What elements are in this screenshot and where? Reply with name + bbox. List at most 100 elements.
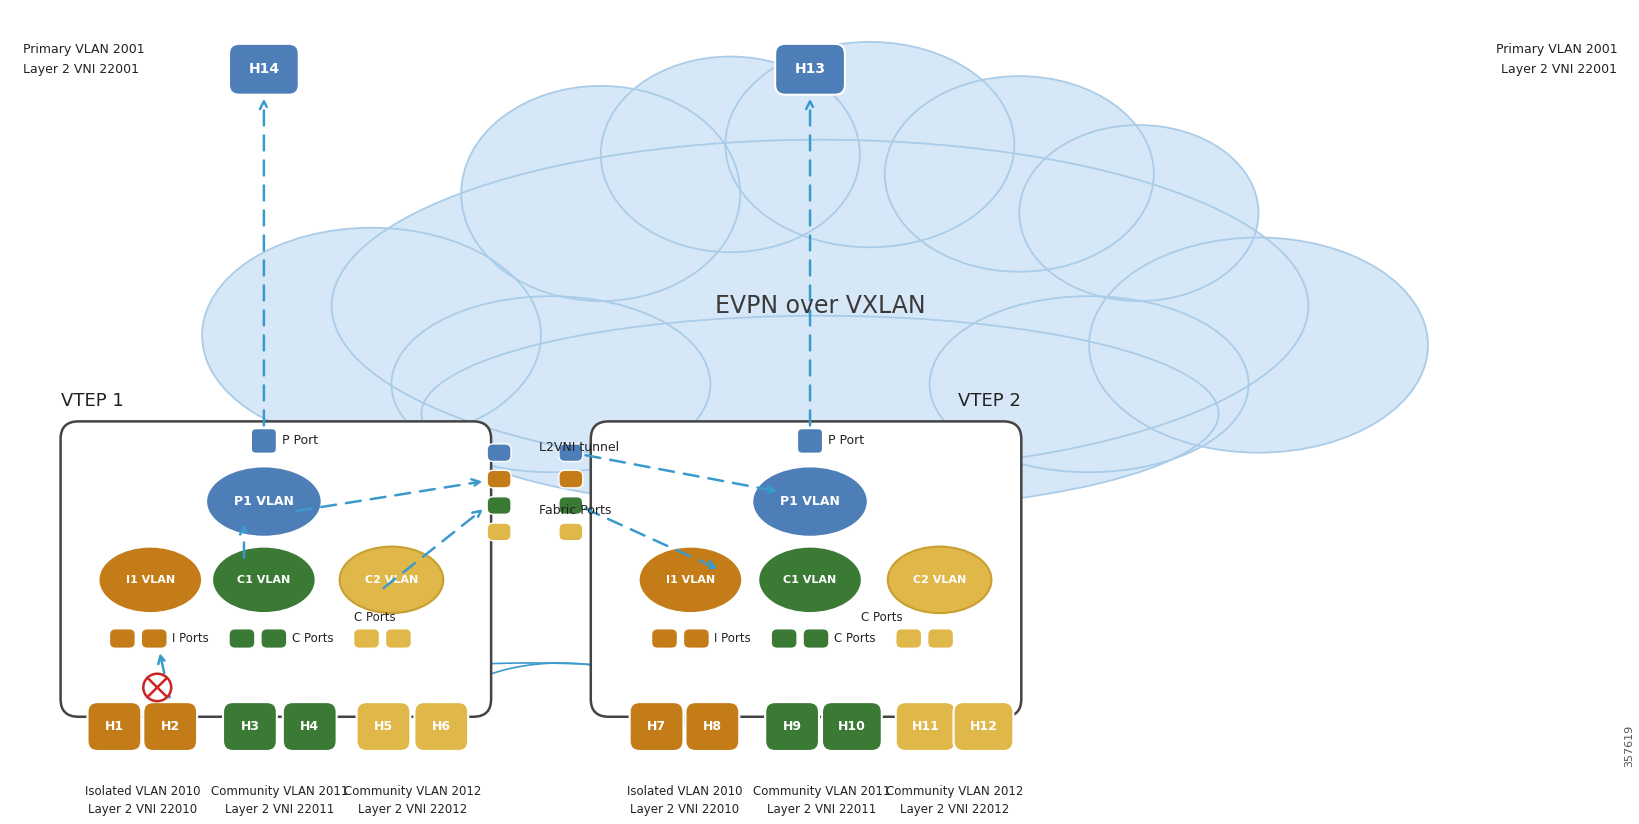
Text: Layer 2 VNI 22001: Layer 2 VNI 22001 [23,63,139,76]
Ellipse shape [1088,237,1428,452]
Text: Community VLAN 2012
Layer 2 VNI 22012: Community VLAN 2012 Layer 2 VNI 22012 [344,785,480,817]
Text: C1 VLAN: C1 VLAN [238,575,290,585]
Text: C Ports: C Ports [834,632,875,645]
Text: Community VLAN 2011
Layer 2 VNI 22011: Community VLAN 2011 Layer 2 VNI 22011 [211,785,349,817]
Ellipse shape [331,140,1308,472]
FancyBboxPatch shape [685,702,739,751]
FancyBboxPatch shape [356,702,410,751]
Text: EVPN over VXLAN: EVPN over VXLAN [715,294,924,318]
Text: H14: H14 [247,63,279,77]
Ellipse shape [98,546,202,613]
FancyBboxPatch shape [895,629,921,648]
FancyBboxPatch shape [559,523,582,541]
Text: P Port: P Port [282,434,318,447]
Text: H10: H10 [838,720,865,733]
Ellipse shape [724,42,1013,247]
FancyBboxPatch shape [141,629,167,648]
FancyBboxPatch shape [261,629,287,648]
FancyBboxPatch shape [61,421,490,717]
Text: H12: H12 [969,720,997,733]
Ellipse shape [887,546,992,613]
FancyBboxPatch shape [952,702,1013,751]
FancyBboxPatch shape [487,444,511,461]
Text: Isolated VLAN 2010
Layer 2 VNI 22010: Isolated VLAN 2010 Layer 2 VNI 22010 [85,785,200,817]
FancyBboxPatch shape [651,629,677,648]
FancyBboxPatch shape [251,428,277,454]
Text: Layer 2 VNI 22001: Layer 2 VNI 22001 [1500,63,1616,76]
Text: I Ports: I Ports [172,632,208,645]
Text: I1 VLAN: I1 VLAN [126,575,175,585]
Text: C Ports: C Ports [860,611,901,624]
FancyBboxPatch shape [821,702,882,751]
FancyBboxPatch shape [928,629,952,648]
Text: VTEP 1: VTEP 1 [61,391,123,410]
Text: H3: H3 [241,720,259,733]
Text: Isolated VLAN 2010
Layer 2 VNI 22010: Isolated VLAN 2010 Layer 2 VNI 22010 [626,785,742,817]
Text: C1 VLAN: C1 VLAN [783,575,836,585]
FancyBboxPatch shape [895,702,956,751]
FancyBboxPatch shape [559,471,582,488]
Text: C2 VLAN: C2 VLAN [364,575,418,585]
Text: Community VLAN 2011
Layer 2 VNI 22011: Community VLAN 2011 Layer 2 VNI 22011 [752,785,890,817]
Text: P Port: P Port [828,434,864,447]
Text: L2VNI tunnel: L2VNI tunnel [539,442,618,454]
FancyBboxPatch shape [354,629,379,648]
FancyBboxPatch shape [629,702,683,751]
Ellipse shape [929,296,1247,472]
Ellipse shape [339,546,443,613]
FancyBboxPatch shape [282,702,336,751]
Text: Primary VLAN 2001: Primary VLAN 2001 [1495,43,1616,56]
Text: Primary VLAN 2001: Primary VLAN 2001 [23,43,144,56]
FancyBboxPatch shape [415,702,467,751]
FancyBboxPatch shape [770,629,797,648]
Ellipse shape [392,296,710,472]
Text: H8: H8 [703,720,721,733]
Text: H5: H5 [374,720,393,733]
FancyBboxPatch shape [559,497,582,514]
FancyBboxPatch shape [797,428,823,454]
Ellipse shape [202,227,541,443]
Text: VTEP 2: VTEP 2 [957,391,1021,410]
Text: P1 VLAN: P1 VLAN [780,495,839,508]
FancyBboxPatch shape [385,629,411,648]
FancyBboxPatch shape [143,702,197,751]
FancyBboxPatch shape [229,44,298,95]
Ellipse shape [211,546,316,613]
FancyBboxPatch shape [229,629,254,648]
FancyBboxPatch shape [87,702,141,751]
Text: C2 VLAN: C2 VLAN [913,575,965,585]
FancyBboxPatch shape [487,471,511,488]
Text: Fabric Ports: Fabric Ports [539,504,611,517]
Ellipse shape [883,76,1154,272]
Text: P1 VLAN: P1 VLAN [234,495,293,508]
Text: H7: H7 [647,720,665,733]
FancyBboxPatch shape [487,523,511,541]
FancyBboxPatch shape [683,629,710,648]
FancyBboxPatch shape [487,497,511,514]
Text: I1 VLAN: I1 VLAN [665,575,715,585]
Text: 357619: 357619 [1623,725,1632,767]
Ellipse shape [1019,125,1257,301]
FancyBboxPatch shape [765,702,818,751]
Ellipse shape [600,57,859,252]
FancyBboxPatch shape [803,629,828,648]
Ellipse shape [207,466,321,536]
FancyBboxPatch shape [110,629,136,648]
Text: H6: H6 [431,720,451,733]
Text: H2: H2 [161,720,180,733]
Text: I Ports: I Ports [715,632,751,645]
Ellipse shape [752,466,867,536]
Text: H1: H1 [105,720,125,733]
Text: Community VLAN 2012
Layer 2 VNI 22012: Community VLAN 2012 Layer 2 VNI 22012 [885,785,1023,817]
FancyBboxPatch shape [559,444,582,461]
FancyBboxPatch shape [223,702,277,751]
FancyBboxPatch shape [775,44,844,95]
Circle shape [143,674,170,701]
Text: C Ports: C Ports [354,611,395,624]
Ellipse shape [421,316,1218,512]
Ellipse shape [461,86,739,301]
Ellipse shape [638,546,742,613]
Text: H11: H11 [911,720,939,733]
Text: C Ports: C Ports [292,632,333,645]
Text: H9: H9 [782,720,801,733]
